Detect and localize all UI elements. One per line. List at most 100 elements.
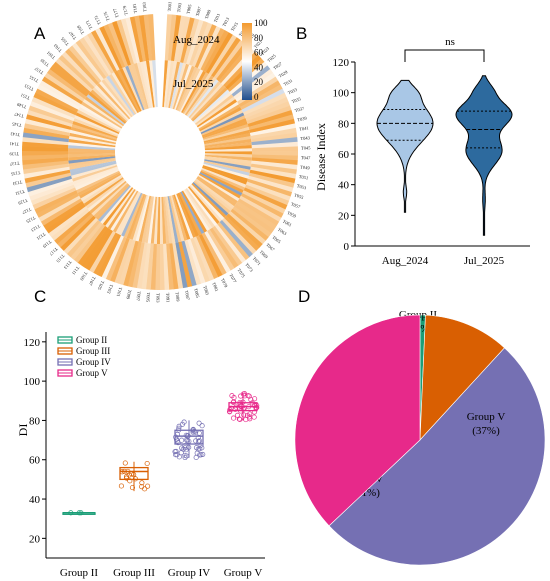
heatmap-cell bbox=[71, 163, 117, 179]
heatmap-cell bbox=[193, 180, 231, 214]
heatmap-cell bbox=[181, 190, 208, 233]
heatmap-cell bbox=[95, 27, 120, 71]
heatmap-cell bbox=[185, 188, 215, 228]
sample-label: T149 bbox=[16, 102, 27, 110]
heatmap-cell bbox=[61, 51, 97, 88]
heatmap-cell bbox=[204, 231, 231, 274]
heatmap-cell bbox=[70, 162, 117, 176]
box-data-point bbox=[254, 402, 260, 408]
box-y-axis-title: DI bbox=[16, 424, 30, 437]
heatmap-cell bbox=[169, 62, 184, 109]
box-data-point bbox=[182, 452, 188, 458]
sample-label: T105 bbox=[97, 280, 106, 291]
sample-label: T055 bbox=[294, 192, 305, 200]
heatmap-cell bbox=[195, 178, 235, 209]
heatmap-cell bbox=[76, 170, 120, 194]
heatmap-cell bbox=[243, 187, 288, 210]
box-data-point bbox=[195, 435, 201, 441]
sample-label: T153 bbox=[23, 83, 34, 92]
heatmap-cell bbox=[221, 217, 257, 255]
heatmap-cell bbox=[69, 132, 117, 145]
pie-slice bbox=[419, 314, 505, 441]
violin-x-tick-label: Jul_2025 bbox=[464, 255, 505, 267]
heatmap-cell bbox=[149, 60, 157, 108]
sample-label: T087 bbox=[184, 290, 191, 301]
box-data-point bbox=[196, 420, 202, 426]
heatmap-cell bbox=[76, 109, 121, 133]
heatmap-cell bbox=[79, 104, 122, 130]
box-data-point bbox=[251, 409, 257, 415]
heatmap-cell bbox=[187, 238, 206, 284]
heatmap-cell bbox=[180, 17, 196, 64]
heatmap-cell bbox=[141, 196, 153, 243]
heatmap-cell bbox=[174, 15, 186, 62]
heatmap-cell bbox=[70, 221, 103, 261]
sample-label: T091 bbox=[165, 293, 170, 303]
heatmap-cell bbox=[174, 193, 194, 239]
heatmap-cell bbox=[247, 109, 293, 128]
heatmap-cell bbox=[70, 126, 117, 142]
heatmap-cell bbox=[30, 184, 76, 206]
heatmap-cell bbox=[209, 227, 239, 269]
sample-label: T035 bbox=[291, 96, 302, 104]
heatmap-cell bbox=[84, 96, 125, 127]
sample-label: T151 bbox=[20, 92, 31, 100]
heatmap-cell bbox=[212, 225, 243, 266]
sample-label: T101 bbox=[116, 287, 123, 298]
box-data-point bbox=[184, 437, 190, 443]
heatmap-cell bbox=[203, 129, 251, 143]
heatmap-cell bbox=[24, 123, 71, 136]
box-y-tick-label: 80 bbox=[29, 415, 41, 427]
heatmap-cell bbox=[174, 64, 193, 110]
heatmap-cell bbox=[127, 241, 142, 288]
heatmap-cell bbox=[77, 225, 108, 266]
sample-label: T047 bbox=[301, 155, 311, 160]
heatmap-cell bbox=[171, 62, 187, 109]
box-data-point bbox=[241, 405, 248, 411]
box-data-point bbox=[242, 393, 248, 399]
heatmap-cell bbox=[75, 169, 120, 191]
box-y-tick-label: 120 bbox=[24, 337, 41, 349]
heatmap-cell bbox=[111, 72, 138, 114]
violin-y-tick-label: 40 bbox=[338, 180, 350, 192]
sample-label: T121 bbox=[36, 232, 47, 242]
sample-label: T027 bbox=[272, 61, 283, 71]
heatmap-cell bbox=[100, 186, 133, 225]
box-data-point bbox=[200, 451, 206, 457]
box-data-point bbox=[232, 406, 238, 412]
heatmap-cell bbox=[95, 184, 130, 221]
heatmap-cell bbox=[206, 229, 235, 271]
heatmap-cell bbox=[108, 73, 137, 115]
heatmap-cell bbox=[201, 167, 247, 188]
box-y-tick-label: 60 bbox=[29, 455, 41, 467]
heatmap-cell bbox=[87, 32, 115, 74]
heatmap-cell bbox=[116, 19, 135, 65]
heatmap-cell bbox=[30, 100, 75, 122]
heatmap-cell bbox=[105, 236, 127, 281]
heatmap-cell bbox=[80, 174, 122, 202]
colorbar bbox=[242, 23, 252, 100]
heatmap-cell bbox=[201, 115, 246, 136]
heatmap-cell bbox=[204, 157, 252, 167]
heatmap-cell bbox=[167, 196, 179, 243]
heatmap-cell bbox=[190, 85, 226, 121]
box-data-point bbox=[249, 400, 255, 406]
heatmap-cell bbox=[204, 148, 252, 152]
circular-heatmap: T001T003T005T007T009T011T013T015T017T019… bbox=[9, 1, 312, 303]
heatmap-cell bbox=[47, 68, 87, 100]
sample-label: T089 bbox=[175, 292, 181, 303]
heatmap-cell bbox=[96, 82, 131, 120]
box-data-point bbox=[184, 438, 190, 444]
heatmap-cell bbox=[88, 91, 127, 124]
heatmap-cell bbox=[199, 107, 242, 132]
sample-label: T155 bbox=[28, 74, 39, 83]
heatmap-cell bbox=[26, 175, 72, 193]
heatmap-cell bbox=[180, 191, 205, 235]
heatmap-cell bbox=[204, 135, 252, 146]
heatmap-cell bbox=[109, 237, 130, 283]
heatmap-cell bbox=[118, 239, 136, 286]
heatmap-cell bbox=[26, 114, 72, 130]
heatmap-cell bbox=[184, 239, 202, 286]
heatmap-cell bbox=[156, 196, 160, 244]
violin-x-tick-label: Aug_2024 bbox=[382, 255, 429, 267]
